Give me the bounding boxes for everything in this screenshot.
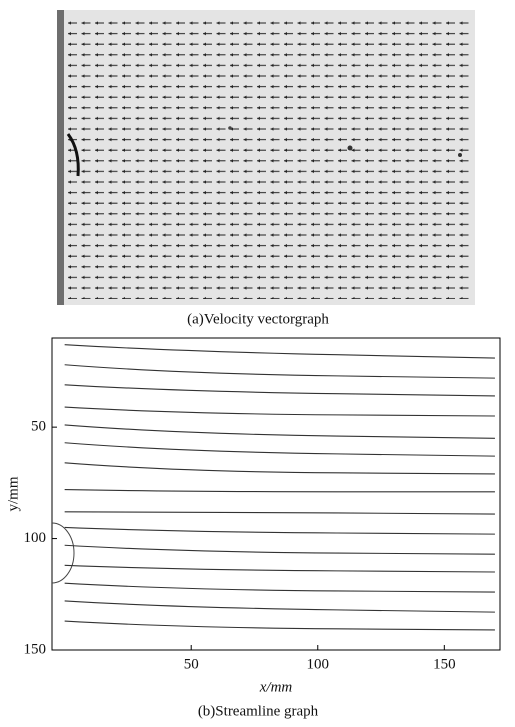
y-tick-label: 100 [24, 530, 47, 546]
streamline [64, 564, 495, 573]
streamline [64, 582, 495, 593]
cylinder-shadow [66, 133, 80, 177]
streamline [64, 364, 495, 379]
plot-frame [51, 337, 501, 651]
streamline [64, 620, 495, 631]
streamline [64, 344, 495, 359]
streamline [64, 488, 495, 493]
streamline [64, 511, 495, 515]
bottom-caption: (b)Streamline graph [198, 703, 319, 719]
y-tick-label: 150 [24, 641, 47, 657]
x-tick-label: 50 [184, 656, 199, 672]
streamline [64, 462, 495, 475]
x-axis-label: x/mm [259, 679, 293, 695]
top-caption: (a)Velocity vectorgraph [187, 311, 329, 327]
streamline [64, 406, 495, 417]
speck [458, 153, 462, 157]
y-axis-label: y/mm [5, 476, 21, 511]
photo-edge [57, 10, 64, 305]
speck [347, 145, 353, 151]
y-tick-label: 50 [31, 419, 46, 435]
x-tick-label: 100 [307, 656, 330, 672]
speck [228, 126, 232, 130]
cylinder [51, 522, 75, 584]
x-tick-label: 150 [433, 656, 456, 672]
streamline [64, 600, 495, 613]
streamline [64, 384, 495, 397]
vector-field [64, 16, 469, 299]
streamline [64, 442, 495, 457]
streamline [64, 544, 495, 555]
plot-area: 50 100 150 50 100 150 [24, 344, 495, 672]
streamline [64, 526, 495, 535]
streamline [64, 424, 495, 439]
vector-photo [57, 10, 475, 305]
